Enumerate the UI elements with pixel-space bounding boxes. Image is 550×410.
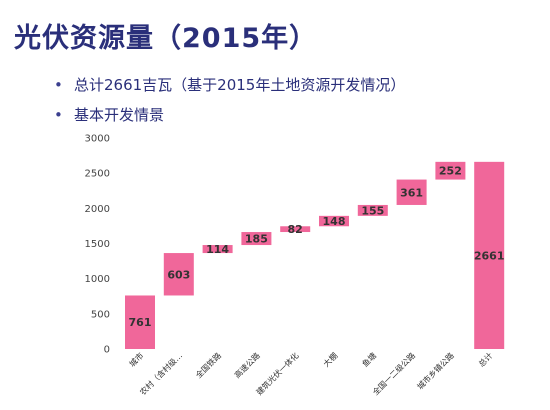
x-tick-label: 鱼塘 [360,350,378,368]
data-label: 603 [167,268,190,281]
y-tick-label: 500 [91,309,110,320]
bullet-text: 基本开发情景 [74,106,165,124]
data-label: 2661 [474,249,505,262]
x-tick-label: 全国铁路 [193,350,223,380]
data-label: 114 [206,243,229,256]
data-label: 155 [361,204,384,217]
bullet-item: • 总计2661吉瓦（基于2015年土地资源开发情况） [54,74,405,95]
bar [319,215,349,227]
data-label: 148 [323,215,346,228]
y-axis: 0 500 1000 1500 2000 2500 3000 [85,134,110,356]
x-tick-label: 总计 [476,350,494,368]
bar [202,245,233,254]
bullet-dot-icon: • [54,76,63,94]
bullet-dot-icon: • [54,106,63,124]
data-label: 82 [288,223,303,236]
data-label: 252 [439,165,462,178]
x-tick-label: 高速公路 [232,350,262,380]
bar [396,179,427,205]
y-tick-label: 3000 [85,134,110,145]
bullet-text: 总计2661吉瓦（基于2015年土地资源开发情况） [74,76,406,94]
slide-title: 光伏资源量（2015年） [14,23,318,54]
bullet-item: • 基本开发情景 [54,104,164,125]
bar-series: 761 603 114 185 82 148 155 361 252 2661 [125,161,505,349]
x-tick-label: 城市乡镇公路 [415,350,456,391]
x-tick-label: 城市 [127,350,145,368]
y-tick-label: 2500 [85,169,110,180]
x-tick-label: 大棚 [321,350,339,368]
y-tick-label: 2000 [85,204,110,215]
bar [125,295,155,349]
bar [163,253,194,296]
data-label: 361 [400,186,423,199]
bar [474,161,505,349]
bar [357,204,388,216]
data-label: 185 [245,233,268,246]
bar [280,226,311,233]
bar [435,161,466,180]
y-tick-label: 1000 [85,274,110,285]
bar [241,232,272,246]
data-label: 761 [129,316,152,329]
y-tick-label: 0 [104,345,110,356]
y-tick-label: 1500 [85,239,110,250]
